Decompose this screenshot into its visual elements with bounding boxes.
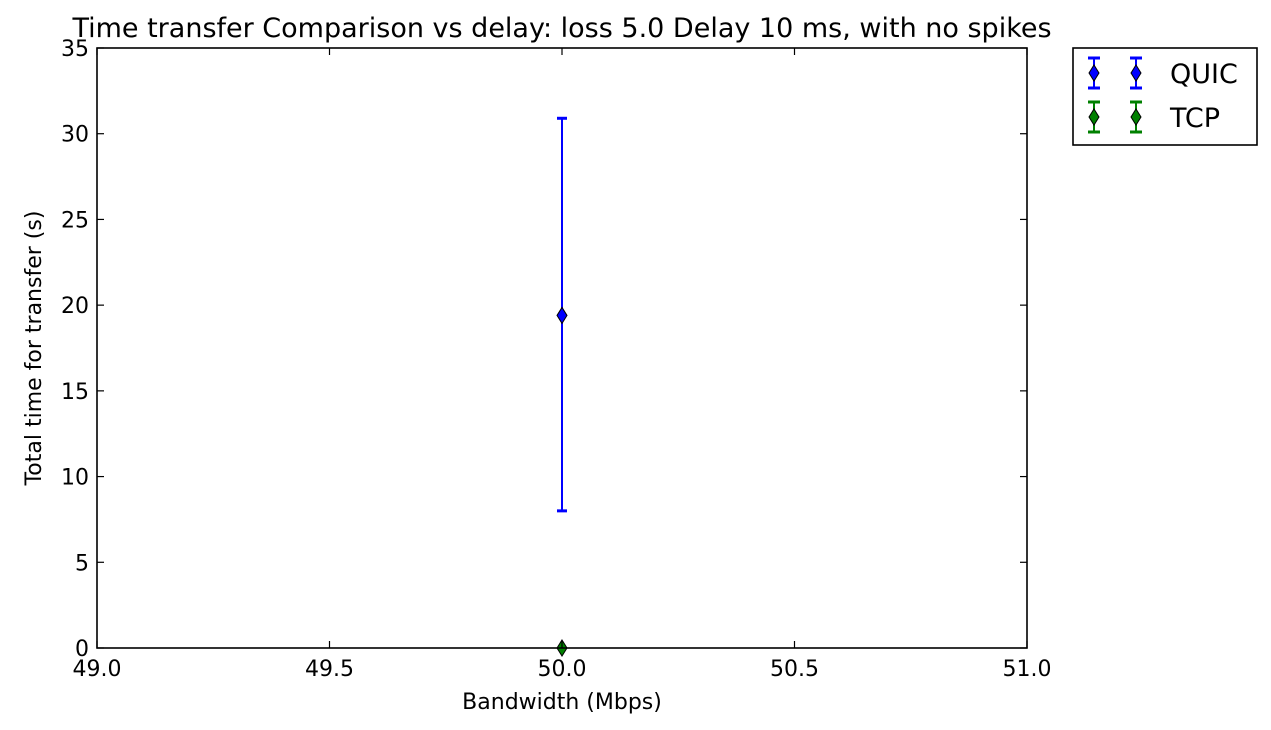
tcp-legend-glyph: [1130, 100, 1142, 134]
legend-box: [1072, 47, 1258, 146]
axis-layer: 49.0 49.5 50.0 50.5 51.0 0 5 10 15 20 25 30 35: [61, 37, 1051, 682]
tcp-legend-marker: [1130, 108, 1142, 126]
chart-title: Time transfer Comparison vs delay: loss …: [71, 13, 1051, 44]
y-tick-label: 5: [75, 551, 89, 576]
quic-legend-glyph: [1130, 56, 1142, 90]
x-tick-label: 50.0: [538, 657, 587, 682]
tcp-legend-label: TCP: [1169, 103, 1220, 134]
y-tick-label: 15: [61, 380, 89, 405]
quic-legend-label: QUIC: [1170, 59, 1238, 90]
y-tick-label: 25: [61, 208, 89, 233]
y-tick-label: 30: [61, 123, 89, 148]
x-tick-label: 49.0: [73, 657, 122, 682]
y-tick-label: 35: [61, 37, 89, 62]
data-layer: [556, 116, 568, 657]
x-tick-label: 50.5: [770, 657, 819, 682]
tcp-legend-marker: [1088, 108, 1100, 126]
plot-frame: [96, 47, 1028, 649]
legend: QUIC TCP: [1072, 47, 1258, 146]
x-axis-label: Bandwidth (Mbps): [462, 690, 662, 715]
quic-legend-marker: [1088, 64, 1100, 82]
y-tick-label: 20: [61, 294, 89, 319]
tcp-legend-glyph: [1088, 100, 1100, 134]
quic-legend-glyph: [1088, 56, 1100, 90]
x-tick-label: 49.5: [305, 657, 354, 682]
quic-marker: [556, 306, 568, 325]
legend-entries: QUIC TCP: [1088, 56, 1238, 134]
y-axis-label: Total time for transfer (s): [22, 211, 47, 487]
quic-legend-marker: [1130, 64, 1142, 82]
y-tick-label: 10: [61, 466, 89, 491]
y-tick-label: 0: [75, 637, 89, 662]
x-tick-label: 51.0: [1003, 657, 1052, 682]
